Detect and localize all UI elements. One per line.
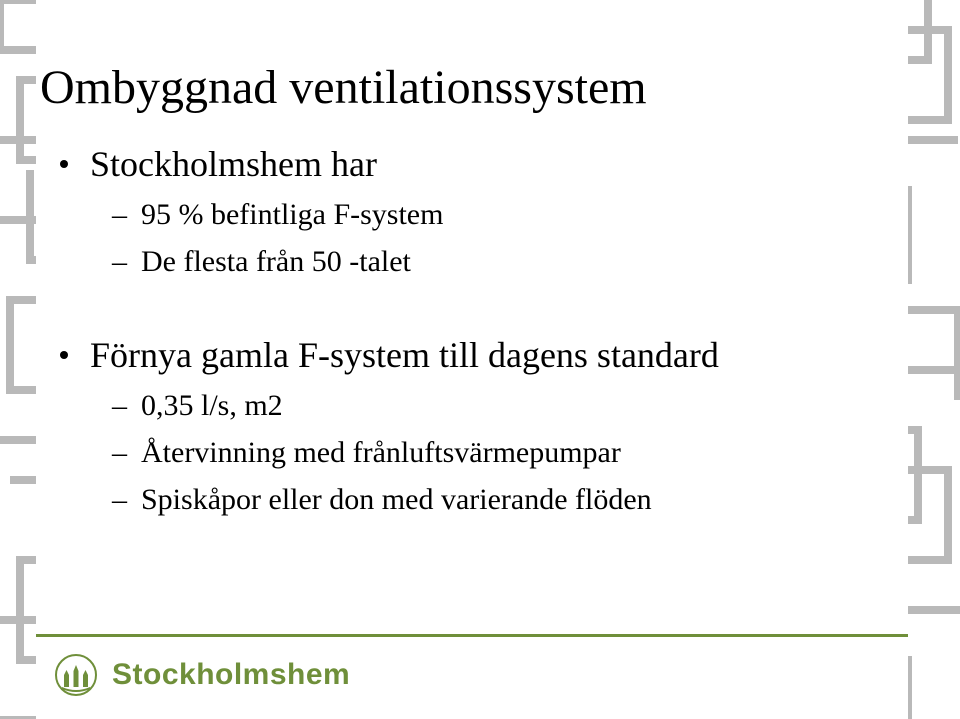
bullet-text: De flesta från 50 -talet <box>141 242 411 281</box>
bullet-level1: Förnya gamla F-system till dagens standa… <box>60 333 880 378</box>
dash-icon: – <box>112 480 127 519</box>
city-logo-icon <box>54 653 98 697</box>
dash-icon: – <box>112 386 127 425</box>
slide-title: Ombyggnad ventilationssystem <box>40 60 647 115</box>
bullet-text: Förnya gamla F-system till dagens standa… <box>90 333 719 378</box>
bullet-dot-icon <box>60 160 68 168</box>
spacer <box>60 281 880 311</box>
footer-logo-area: Stockholmshem <box>54 653 350 697</box>
dash-icon: – <box>112 195 127 234</box>
bullet-level2: – De flesta från 50 -talet <box>112 242 880 281</box>
decorative-strip-right <box>908 0 960 719</box>
slide: Ombyggnad ventilationssystem Stockholmsh… <box>0 0 960 719</box>
decorative-strip-left <box>0 0 36 719</box>
bullet-text: Spiskåpor eller don med varierande flöde… <box>141 480 652 519</box>
company-logo-text: Stockholmshem <box>112 658 350 692</box>
slide-content: Stockholmshem har – 95 % befintliga F-sy… <box>60 120 880 519</box>
dash-icon: – <box>112 242 127 281</box>
bullet-level2: – Återvinning med frånluftsvärmepumpar <box>112 433 880 472</box>
bullet-text: 95 % befintliga F-system <box>141 195 443 234</box>
bullet-level2: – 0,35 l/s, m2 <box>112 386 880 425</box>
bullet-dot-icon <box>60 351 68 359</box>
bullet-level2: – 95 % befintliga F-system <box>112 195 880 234</box>
footer-divider <box>36 634 908 637</box>
bullet-text: 0,35 l/s, m2 <box>141 386 283 425</box>
bullet-level2: – Spiskåpor eller don med varierande flö… <box>112 480 880 519</box>
dash-icon: – <box>112 433 127 472</box>
bullet-text: Återvinning med frånluftsvärmepumpar <box>141 433 621 472</box>
bullet-level1: Stockholmshem har <box>60 142 880 187</box>
bullet-text: Stockholmshem har <box>90 142 377 187</box>
